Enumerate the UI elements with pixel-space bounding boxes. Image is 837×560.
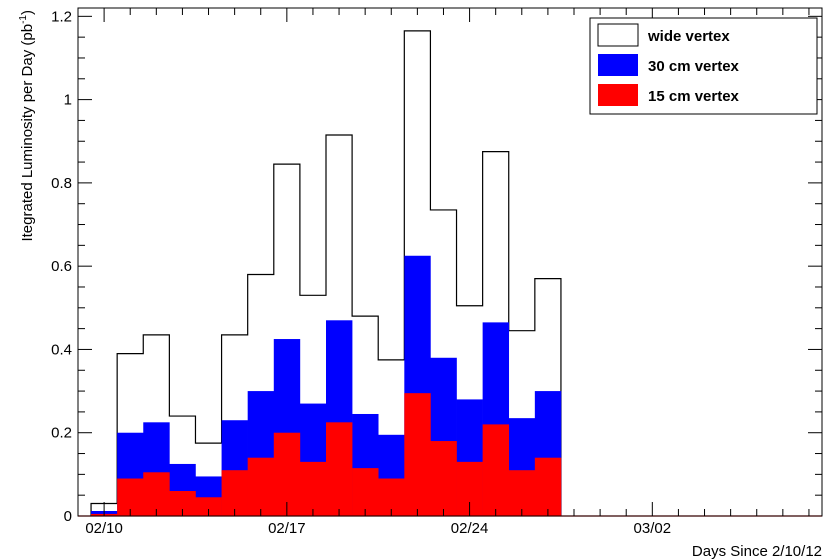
15cm-vertex-series xyxy=(91,393,562,516)
15cm-vertex-bar xyxy=(508,470,536,516)
15cm-vertex-bar xyxy=(534,457,562,516)
y-axis-title-main: Itegrated Luminosity per Day (pb xyxy=(19,24,36,242)
15cm-vertex-bar xyxy=(143,472,170,516)
x-tick-label: 03/02 xyxy=(634,520,672,537)
x-tick-label: 02/24 xyxy=(451,520,489,537)
legend-swatch xyxy=(598,54,638,76)
plot-frame xyxy=(77,7,823,517)
15cm-vertex-bar xyxy=(482,424,510,516)
legend-label: 30 cm vertex xyxy=(648,58,740,75)
y-tick-label: 0.2 xyxy=(51,425,72,442)
15cm-vertex-bar xyxy=(404,393,431,516)
legend-entries: wide vertex 30 cm vertex 15 cm vertex xyxy=(597,23,740,106)
legend-swatch xyxy=(597,23,639,47)
y-axis-title: Itegrated Luminosity per Day (pb-1) xyxy=(18,10,36,242)
legend-label: 15 cm vertex xyxy=(648,88,740,105)
y-axis-title-superscript: -1 xyxy=(18,15,29,24)
plot-area: 0 0.2 0.4 0.6 0.8 1 1.2 02/10 02/17 02/24 03/02 xyxy=(51,7,823,537)
y-tick-label: 1.2 xyxy=(51,8,72,25)
y-axis-title-close: ) xyxy=(19,10,36,15)
legend-label: wide vertex xyxy=(647,28,730,45)
15cm-vertex-bar xyxy=(221,470,248,516)
x-axis-title: Days Since 2/10/12 xyxy=(692,543,822,560)
legend-swatch xyxy=(598,84,638,106)
15cm-vertex-bar xyxy=(299,461,327,516)
x-tick-label: 02/17 xyxy=(268,520,306,537)
y-tick-label: 1 xyxy=(64,92,72,109)
15cm-vertex-bar xyxy=(247,457,275,516)
legend: wide vertex 30 cm vertex 15 cm vertex xyxy=(589,17,818,115)
x-axis-ticks: 02/10 02/17 02/24 03/02 xyxy=(77,8,810,537)
15cm-vertex-bar xyxy=(195,497,222,516)
15cm-vertex-bar xyxy=(352,468,379,516)
y-tick-label: 0 xyxy=(64,508,72,525)
y-tick-label: 0.4 xyxy=(51,341,72,358)
15cm-vertex-bar xyxy=(430,441,457,516)
y-tick-label: 0.8 xyxy=(51,175,72,192)
wide-vertex-outline xyxy=(90,30,562,516)
y-axis-ticks: 0 0.2 0.4 0.6 0.8 1 1.2 xyxy=(51,8,822,525)
15cm-vertex-bar xyxy=(326,422,353,516)
y-tick-label: 0.6 xyxy=(51,258,72,275)
x-tick-label: 02/10 xyxy=(85,520,123,537)
